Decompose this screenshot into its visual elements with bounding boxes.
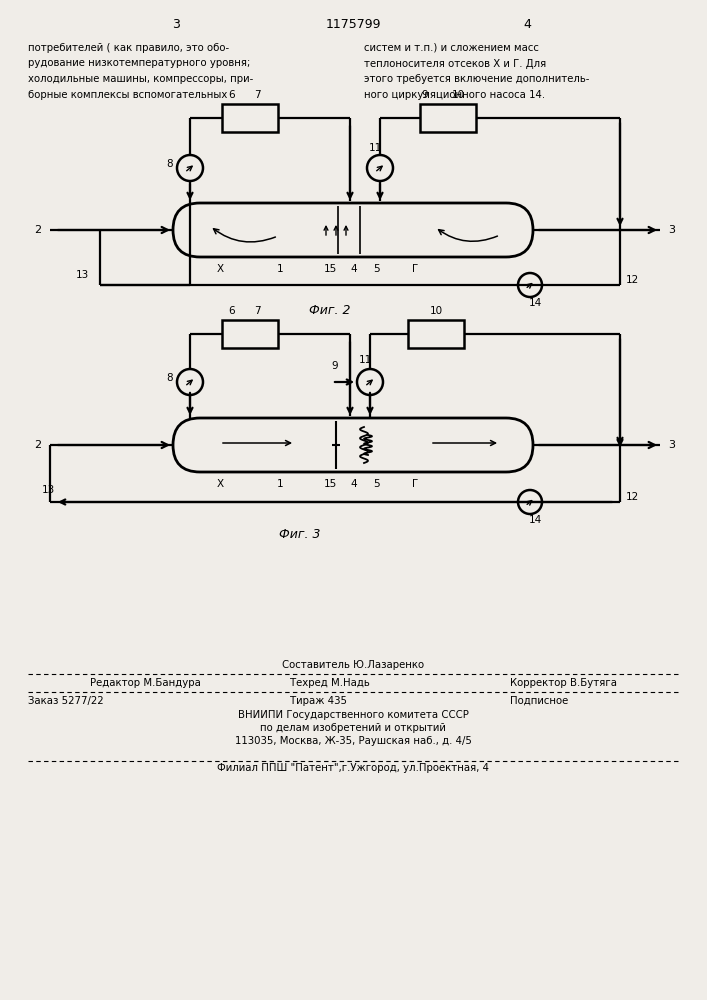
Text: 4: 4 <box>351 264 357 274</box>
Text: 14: 14 <box>528 515 542 525</box>
Text: Редактор М.Бандура: Редактор М.Бандура <box>90 678 201 688</box>
Text: 1: 1 <box>276 479 284 489</box>
Text: 12: 12 <box>626 275 638 285</box>
Text: 3: 3 <box>669 225 675 235</box>
Text: 5: 5 <box>374 264 380 274</box>
Text: Филиал ППШ "Патент",г.Ужгород, ул.Проектная, 4: Филиал ППШ "Патент",г.Ужгород, ул.Проект… <box>217 763 489 773</box>
Text: Фиг. 2: Фиг. 2 <box>309 304 351 316</box>
Text: 2: 2 <box>35 225 42 235</box>
Text: 13: 13 <box>42 485 54 495</box>
Text: X: X <box>216 264 223 274</box>
Text: 13: 13 <box>76 270 88 280</box>
Text: 9: 9 <box>421 90 428 100</box>
Text: потребителей ( как правило, это обо-: потребителей ( как правило, это обо- <box>28 43 229 53</box>
Text: 8: 8 <box>167 373 173 383</box>
Text: Фиг. 3: Фиг. 3 <box>279 528 321 542</box>
Text: по делам изобретений и открытий: по делам изобретений и открытий <box>260 723 446 733</box>
Text: 11: 11 <box>358 355 372 365</box>
Text: 5: 5 <box>374 479 380 489</box>
Text: этого требуется включение дополнитель-: этого требуется включение дополнитель- <box>364 74 590 84</box>
Text: 7: 7 <box>254 90 260 100</box>
Text: борные комплексы вспомогательных: борные комплексы вспомогательных <box>28 90 228 100</box>
Text: Подписное: Подписное <box>510 696 568 706</box>
Text: рудование низкотемпературного уровня;: рудование низкотемпературного уровня; <box>28 58 250 68</box>
Text: 10: 10 <box>452 90 464 100</box>
Text: Техред М.Надь: Техред М.Надь <box>290 678 370 688</box>
Text: Составитель Ю.Лазаренко: Составитель Ю.Лазаренко <box>282 660 424 670</box>
Text: ВНИИПИ Государственного комитета СССР: ВНИИПИ Государственного комитета СССР <box>238 710 469 720</box>
Bar <box>420 104 476 132</box>
Text: холодильные машины, компрессоры, при-: холодильные машины, компрессоры, при- <box>28 74 253 84</box>
Text: 14: 14 <box>528 298 542 308</box>
Text: 6: 6 <box>228 90 235 100</box>
Text: 3: 3 <box>669 440 675 450</box>
Text: 1: 1 <box>276 264 284 274</box>
Text: 6: 6 <box>228 306 235 316</box>
Text: 15: 15 <box>323 479 337 489</box>
Text: Г: Г <box>412 264 418 274</box>
Bar <box>222 320 278 348</box>
Text: Тираж 435: Тираж 435 <box>290 696 347 706</box>
Text: 7: 7 <box>254 306 260 316</box>
Text: 10: 10 <box>429 306 443 316</box>
Text: систем и т.п.) и сложением масс: систем и т.п.) и сложением масс <box>364 43 539 53</box>
Text: Заказ 5277/22: Заказ 5277/22 <box>28 696 104 706</box>
Text: 15: 15 <box>323 264 337 274</box>
Text: 12: 12 <box>626 492 638 502</box>
Text: X: X <box>216 479 223 489</box>
Text: 3: 3 <box>172 17 180 30</box>
Text: 11: 11 <box>368 143 382 153</box>
Text: 4: 4 <box>351 479 357 489</box>
Text: 9: 9 <box>332 361 339 371</box>
Text: теплоносителя отсеков X и Г. Для: теплоносителя отсеков X и Г. Для <box>364 58 547 69</box>
Text: 8: 8 <box>167 159 173 169</box>
Bar <box>408 320 464 348</box>
Text: ного циркуляционного насоса 14.: ного циркуляционного насоса 14. <box>364 90 545 100</box>
Text: 2: 2 <box>35 440 42 450</box>
Text: Корректор В.Бутяга: Корректор В.Бутяга <box>510 678 617 688</box>
Bar <box>222 104 278 132</box>
Text: 1175799: 1175799 <box>325 17 381 30</box>
Text: Г: Г <box>412 479 418 489</box>
Text: 4: 4 <box>523 17 531 30</box>
Text: 113035, Москва, Ж-35, Раушская наб., д. 4/5: 113035, Москва, Ж-35, Раушская наб., д. … <box>235 736 472 746</box>
